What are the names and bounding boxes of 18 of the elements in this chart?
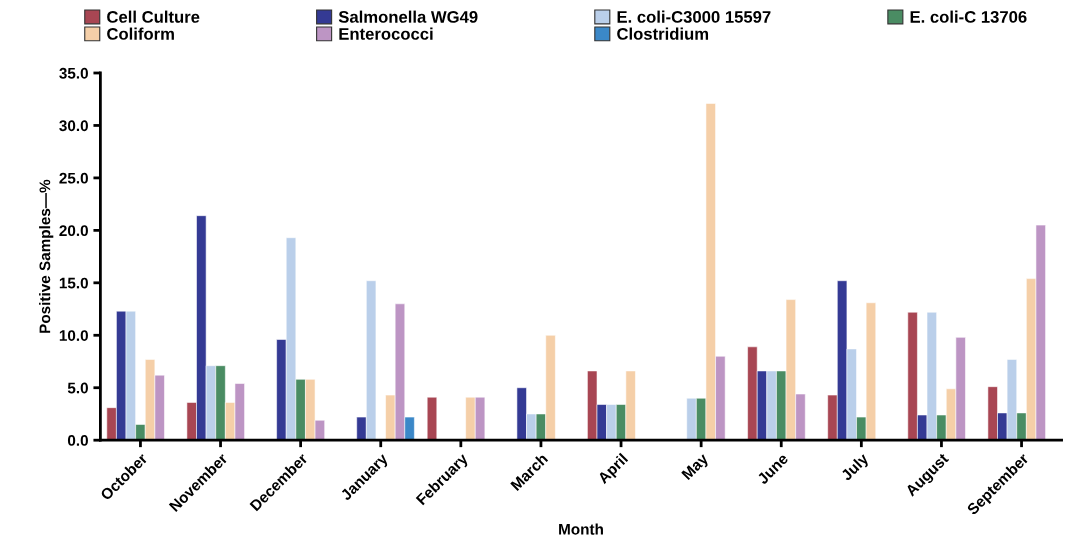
y-axis-title: Positive Samples—% bbox=[39, 179, 54, 333]
legend-label: Cell Culture bbox=[107, 10, 200, 23]
legend-label: Clostridium bbox=[617, 27, 709, 40]
legend-label: Coliform bbox=[107, 27, 174, 40]
legend-label: Enterococci bbox=[339, 27, 433, 40]
y-tick-label: 0.0 bbox=[67, 435, 88, 446]
y-tick-label: 15.0 bbox=[59, 277, 88, 289]
bar bbox=[426, 396, 438, 441]
x-axis-title: Month bbox=[559, 523, 603, 535]
y-tick-label: 5.0 bbox=[67, 382, 88, 394]
y-tick-label: 25.0 bbox=[59, 172, 88, 184]
y-tick-label: 20.0 bbox=[59, 225, 88, 237]
legend-label: E. coli-C 13706 bbox=[910, 10, 1027, 23]
y-tick-label: 30.0 bbox=[59, 120, 88, 132]
legend-label: E. coli-C3000 15597 bbox=[617, 10, 771, 23]
y-tick-label: 10.0 bbox=[59, 330, 88, 341]
y-tick-label: 35.0 bbox=[59, 67, 88, 79]
legend-label: Salmonella WG49 bbox=[338, 10, 478, 23]
